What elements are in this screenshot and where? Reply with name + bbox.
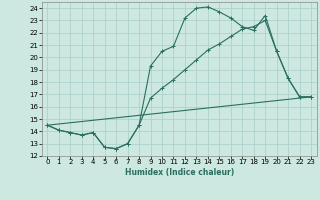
X-axis label: Humidex (Indice chaleur): Humidex (Indice chaleur) — [124, 168, 234, 177]
